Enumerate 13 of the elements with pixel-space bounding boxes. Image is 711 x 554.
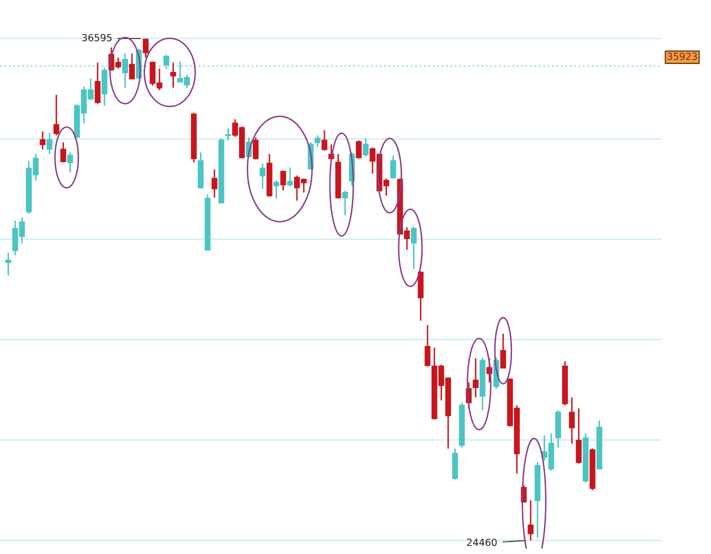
candlestick bbox=[528, 500, 534, 542]
candlestick bbox=[225, 128, 232, 142]
candlestick bbox=[212, 168, 218, 198]
candlestick bbox=[170, 62, 176, 88]
candlestick bbox=[122, 52, 128, 88]
candlestick bbox=[472, 358, 479, 398]
candlestick bbox=[568, 396, 575, 444]
candlestick bbox=[260, 162, 266, 190]
annotation: 36595 bbox=[82, 34, 112, 42]
candlestick bbox=[40, 130, 46, 150]
annotation: 24460 bbox=[467, 538, 497, 546]
candlestick bbox=[5, 252, 12, 276]
text: 35923 bbox=[668, 52, 697, 60]
